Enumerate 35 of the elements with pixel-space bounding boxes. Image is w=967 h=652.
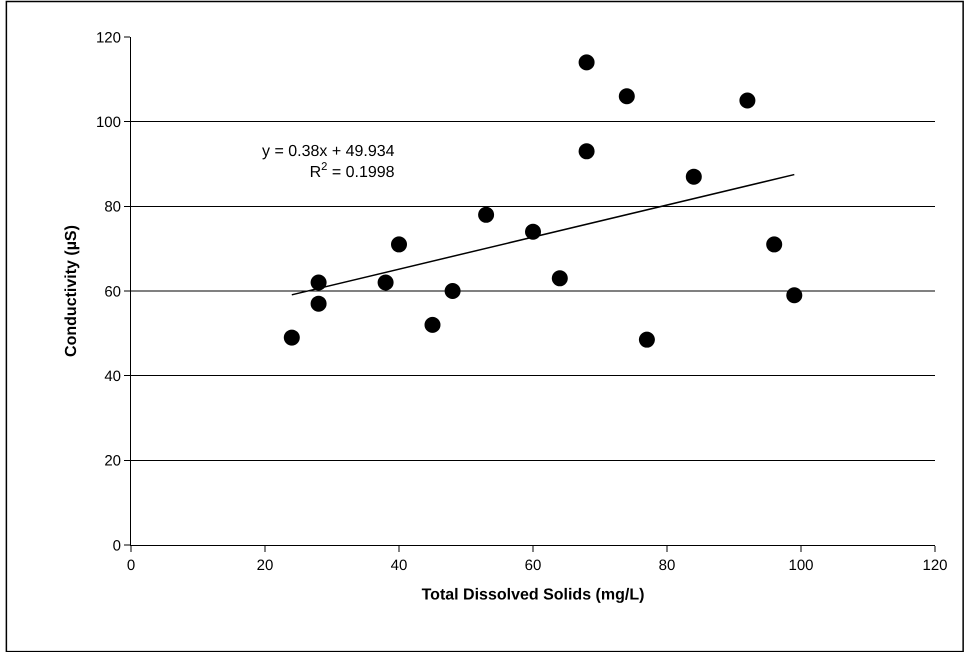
y-axis-title: Conductivity (µS): [62, 225, 80, 357]
point: [686, 168, 702, 185]
annotation: y = 0.38x + 49.934 R$^{2}$ = 0.1998: [262, 143, 395, 181]
y-tick-label: 20: [104, 452, 121, 470]
x-tick-label: 100: [788, 557, 814, 574]
y-tick-label: 40: [104, 368, 121, 385]
y-tick-label: 0: [112, 537, 121, 554]
point: [424, 316, 440, 333]
x-tick-label: 40: [390, 557, 408, 574]
point: [638, 332, 655, 348]
point: [618, 88, 635, 104]
x-axis-title: Total Dissolved Solids (mg/L): [422, 586, 644, 604]
point: [786, 287, 802, 304]
x-tick-label: 20: [256, 557, 274, 574]
point: [478, 206, 494, 223]
point: [739, 92, 756, 108]
point: [525, 224, 541, 240]
y-tick-label: 60: [104, 283, 121, 300]
x-tick-label: 80: [658, 557, 676, 574]
x-tick-label: 0: [126, 557, 136, 574]
point: [378, 274, 394, 291]
point: [552, 270, 568, 286]
x-tick-label: 120: [922, 557, 948, 574]
point: [578, 143, 595, 160]
point: [766, 236, 782, 252]
point: [284, 330, 300, 346]
point: [578, 54, 595, 70]
point: [444, 283, 461, 299]
point: [310, 274, 327, 291]
point: [391, 236, 407, 252]
y-tick-label: 100: [96, 114, 121, 131]
point: [310, 296, 327, 312]
y-tick-label: 80: [104, 198, 121, 216]
y-tick-label: 120: [96, 29, 121, 46]
x-tick-label: 60: [524, 557, 542, 574]
